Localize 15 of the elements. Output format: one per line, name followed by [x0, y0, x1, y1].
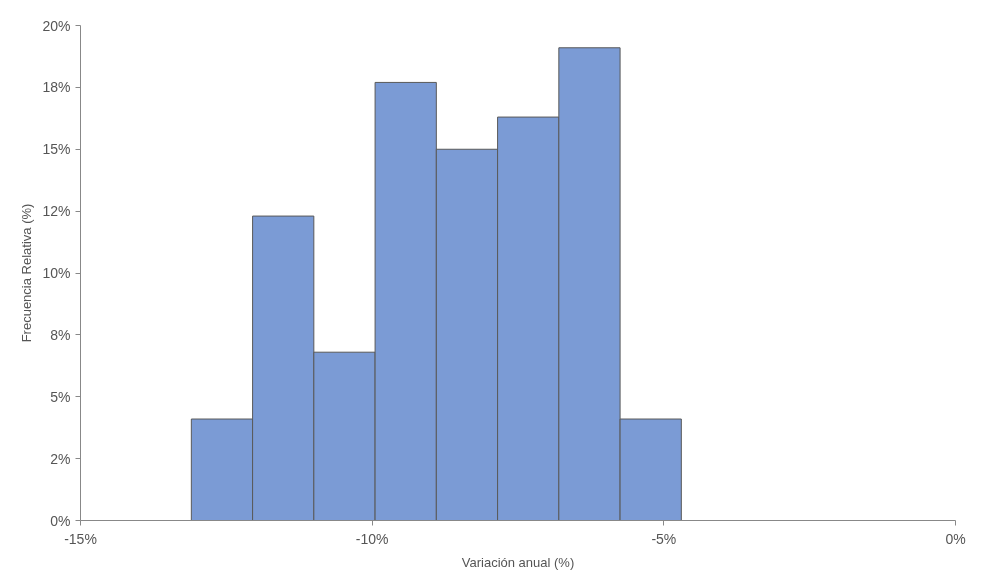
y-tick-label: 12%: [42, 203, 71, 220]
x-tick-label: 0%: [945, 530, 966, 547]
y-tick-label: 0%: [50, 512, 71, 529]
y-tick-label: 2%: [50, 450, 71, 467]
y-tick-label: 18%: [42, 79, 71, 96]
y-tick-label: 5%: [50, 388, 71, 405]
y-tick-label: 20%: [42, 17, 71, 34]
x-tick-label: -5%: [651, 530, 677, 547]
x-tick-label: -15%: [64, 530, 97, 547]
y-tick-label: 10%: [42, 265, 71, 281]
x-tick-label: -10%: [355, 530, 389, 547]
y-tick-label: 8%: [50, 326, 71, 343]
y-tick-label: 15%: [42, 141, 71, 158]
x-axis-title: Variación anual (%): [461, 554, 575, 570]
y-axis-title: Frecuencia Relativa (%): [19, 203, 35, 343]
